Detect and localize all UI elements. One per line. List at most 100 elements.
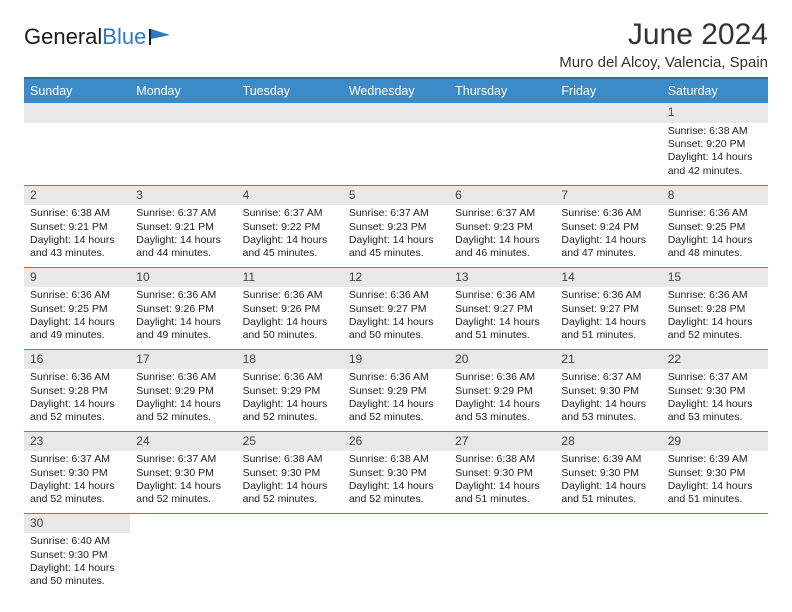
day-number: 21 xyxy=(555,350,661,370)
calendar-cell: 17Sunrise: 6:36 AMSunset: 9:29 PMDayligh… xyxy=(130,349,236,431)
day-number: 18 xyxy=(237,350,343,370)
calendar-cell: 23Sunrise: 6:37 AMSunset: 9:30 PMDayligh… xyxy=(24,431,130,513)
day-number: 1 xyxy=(662,103,768,123)
day-info: Sunrise: 6:36 AMSunset: 9:29 PMDaylight:… xyxy=(130,369,236,429)
calendar-cell xyxy=(555,513,661,595)
weekday-wed: Wednesday xyxy=(343,79,449,103)
day-number-empty xyxy=(24,103,130,123)
calendar-cell: 1Sunrise: 6:38 AMSunset: 9:20 PMDaylight… xyxy=(662,103,768,185)
calendar-cell: 21Sunrise: 6:37 AMSunset: 9:30 PMDayligh… xyxy=(555,349,661,431)
weekday-sun: Sunday xyxy=(24,79,130,103)
day-info: Sunrise: 6:36 AMSunset: 9:29 PMDaylight:… xyxy=(343,369,449,429)
day-number: 9 xyxy=(24,268,130,288)
day-info: Sunrise: 6:39 AMSunset: 9:30 PMDaylight:… xyxy=(662,451,768,511)
day-number: 29 xyxy=(662,432,768,452)
month-title: June 2024 xyxy=(559,18,768,52)
weekday-mon: Monday xyxy=(130,79,236,103)
weekday-thu: Thursday xyxy=(449,79,555,103)
calendar-row: 9Sunrise: 6:36 AMSunset: 9:25 PMDaylight… xyxy=(24,267,768,349)
logo-flag-icon xyxy=(148,28,174,46)
calendar-cell: 8Sunrise: 6:36 AMSunset: 9:25 PMDaylight… xyxy=(662,185,768,267)
logo-text-2: Blue xyxy=(102,24,146,50)
calendar-cell: 22Sunrise: 6:37 AMSunset: 9:30 PMDayligh… xyxy=(662,349,768,431)
calendar-cell xyxy=(237,103,343,185)
calendar-cell: 10Sunrise: 6:36 AMSunset: 9:26 PMDayligh… xyxy=(130,267,236,349)
day-number: 3 xyxy=(130,186,236,206)
day-number: 22 xyxy=(662,350,768,370)
calendar-cell: 30Sunrise: 6:40 AMSunset: 9:30 PMDayligh… xyxy=(24,513,130,595)
calendar-cell: 12Sunrise: 6:36 AMSunset: 9:27 PMDayligh… xyxy=(343,267,449,349)
day-info: Sunrise: 6:36 AMSunset: 9:27 PMDaylight:… xyxy=(343,287,449,347)
day-info: Sunrise: 6:36 AMSunset: 9:26 PMDaylight:… xyxy=(130,287,236,347)
day-number: 14 xyxy=(555,268,661,288)
day-info: Sunrise: 6:37 AMSunset: 9:21 PMDaylight:… xyxy=(130,205,236,265)
day-number: 17 xyxy=(130,350,236,370)
calendar-cell: 2Sunrise: 6:38 AMSunset: 9:21 PMDaylight… xyxy=(24,185,130,267)
day-number: 24 xyxy=(130,432,236,452)
day-number-empty xyxy=(449,103,555,123)
calendar-cell xyxy=(555,103,661,185)
calendar-cell xyxy=(130,103,236,185)
day-info: Sunrise: 6:39 AMSunset: 9:30 PMDaylight:… xyxy=(555,451,661,511)
calendar-cell: 18Sunrise: 6:36 AMSunset: 9:29 PMDayligh… xyxy=(237,349,343,431)
calendar-cell: 5Sunrise: 6:37 AMSunset: 9:23 PMDaylight… xyxy=(343,185,449,267)
day-number: 26 xyxy=(343,432,449,452)
calendar-cell xyxy=(130,513,236,595)
day-number: 7 xyxy=(555,186,661,206)
day-number: 28 xyxy=(555,432,661,452)
calendar-row: 23Sunrise: 6:37 AMSunset: 9:30 PMDayligh… xyxy=(24,431,768,513)
day-info: Sunrise: 6:37 AMSunset: 9:30 PMDaylight:… xyxy=(662,369,768,429)
day-info: Sunrise: 6:40 AMSunset: 9:30 PMDaylight:… xyxy=(24,533,130,593)
title-block: June 2024 Muro del Alcoy, Valencia, Spai… xyxy=(559,18,768,71)
calendar-cell: 28Sunrise: 6:39 AMSunset: 9:30 PMDayligh… xyxy=(555,431,661,513)
calendar-cell: 24Sunrise: 6:37 AMSunset: 9:30 PMDayligh… xyxy=(130,431,236,513)
calendar-cell xyxy=(662,513,768,595)
weekday-tue: Tuesday xyxy=(237,79,343,103)
calendar-cell xyxy=(24,103,130,185)
calendar-cell: 13Sunrise: 6:36 AMSunset: 9:27 PMDayligh… xyxy=(449,267,555,349)
day-info: Sunrise: 6:37 AMSunset: 9:30 PMDaylight:… xyxy=(130,451,236,511)
weekday-header-row: Sunday Monday Tuesday Wednesday Thursday… xyxy=(24,79,768,103)
day-number: 2 xyxy=(24,186,130,206)
calendar-cell xyxy=(343,103,449,185)
weekday-fri: Friday xyxy=(555,79,661,103)
calendar-row: 30Sunrise: 6:40 AMSunset: 9:30 PMDayligh… xyxy=(24,513,768,595)
header: GeneralBlue June 2024 Muro del Alcoy, Va… xyxy=(24,18,768,71)
day-number: 5 xyxy=(343,186,449,206)
day-info: Sunrise: 6:36 AMSunset: 9:25 PMDaylight:… xyxy=(24,287,130,347)
day-number: 27 xyxy=(449,432,555,452)
day-number: 11 xyxy=(237,268,343,288)
weekday-sat: Saturday xyxy=(662,79,768,103)
day-number: 20 xyxy=(449,350,555,370)
day-info: Sunrise: 6:37 AMSunset: 9:23 PMDaylight:… xyxy=(449,205,555,265)
day-number: 12 xyxy=(343,268,449,288)
day-number: 6 xyxy=(449,186,555,206)
day-info: Sunrise: 6:36 AMSunset: 9:28 PMDaylight:… xyxy=(24,369,130,429)
day-info: Sunrise: 6:38 AMSunset: 9:30 PMDaylight:… xyxy=(449,451,555,511)
day-info: Sunrise: 6:37 AMSunset: 9:22 PMDaylight:… xyxy=(237,205,343,265)
calendar-cell: 27Sunrise: 6:38 AMSunset: 9:30 PMDayligh… xyxy=(449,431,555,513)
calendar-cell: 11Sunrise: 6:36 AMSunset: 9:26 PMDayligh… xyxy=(237,267,343,349)
day-number-empty xyxy=(237,103,343,123)
day-number: 25 xyxy=(237,432,343,452)
day-number: 23 xyxy=(24,432,130,452)
day-number: 16 xyxy=(24,350,130,370)
calendar-cell: 9Sunrise: 6:36 AMSunset: 9:25 PMDaylight… xyxy=(24,267,130,349)
day-info: Sunrise: 6:38 AMSunset: 9:21 PMDaylight:… xyxy=(24,205,130,265)
day-info: Sunrise: 6:37 AMSunset: 9:30 PMDaylight:… xyxy=(24,451,130,511)
calendar-cell xyxy=(237,513,343,595)
day-info: Sunrise: 6:36 AMSunset: 9:27 PMDaylight:… xyxy=(449,287,555,347)
location: Muro del Alcoy, Valencia, Spain xyxy=(559,54,768,71)
day-number-empty xyxy=(343,103,449,123)
day-number: 15 xyxy=(662,268,768,288)
calendar-cell xyxy=(449,103,555,185)
calendar-cell: 25Sunrise: 6:38 AMSunset: 9:30 PMDayligh… xyxy=(237,431,343,513)
calendar-cell xyxy=(343,513,449,595)
day-info: Sunrise: 6:36 AMSunset: 9:28 PMDaylight:… xyxy=(662,287,768,347)
calendar-cell: 19Sunrise: 6:36 AMSunset: 9:29 PMDayligh… xyxy=(343,349,449,431)
day-info: Sunrise: 6:37 AMSunset: 9:30 PMDaylight:… xyxy=(555,369,661,429)
day-info: Sunrise: 6:36 AMSunset: 9:27 PMDaylight:… xyxy=(555,287,661,347)
day-info: Sunrise: 6:36 AMSunset: 9:26 PMDaylight:… xyxy=(237,287,343,347)
calendar-table: Sunday Monday Tuesday Wednesday Thursday… xyxy=(24,79,768,595)
day-info: Sunrise: 6:38 AMSunset: 9:20 PMDaylight:… xyxy=(662,123,768,183)
